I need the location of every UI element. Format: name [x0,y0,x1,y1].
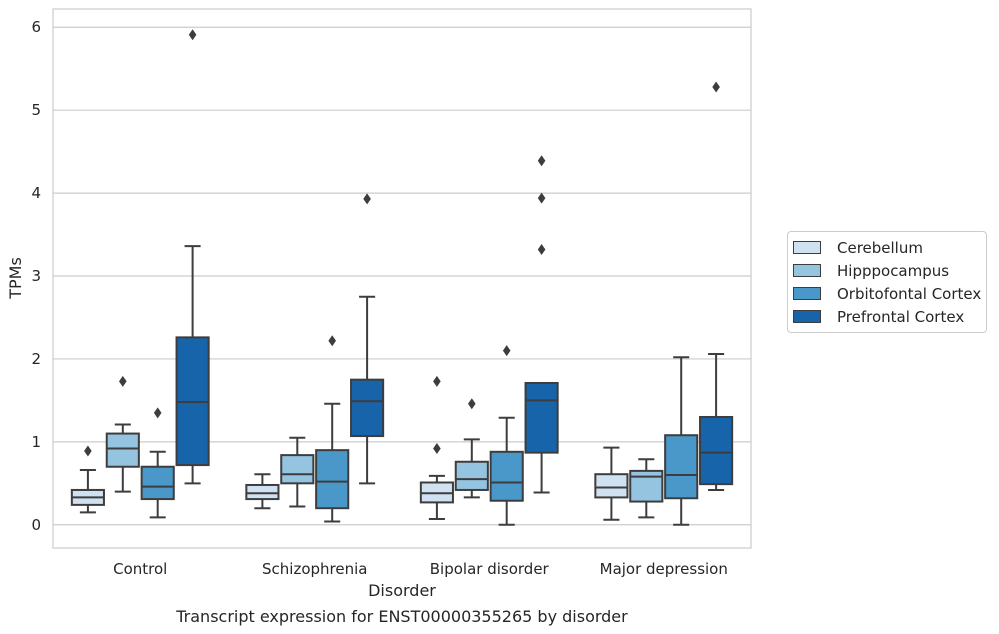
box-body [245,483,280,501]
box-1-1 [280,436,315,508]
legend-label: Prefrontal Cortex [837,307,965,326]
x-axis-label: Disorder [368,581,436,600]
legend-item-cerebellum: Cerebellum [788,236,986,259]
box-3-1 [350,193,385,485]
outlier-point [712,81,720,93]
x-tick-label: Control [113,560,167,578]
legend-swatch-orbitofrontal-cortex [793,287,821,300]
legend-swatch-hippocampus [793,264,821,277]
y-axis-label: TPMs [6,257,25,300]
y-tick-label: 5 [31,101,41,119]
box-3-3 [699,81,734,491]
box-body [629,469,664,503]
x-tick-label: Major depression [600,560,728,578]
box-1-2 [454,398,489,499]
box-1-3 [629,458,664,519]
gridlines [53,26,751,526]
legend-label: Hipppocampus [837,261,950,280]
outlier-point [363,193,371,205]
box-0-2 [419,375,454,520]
box-body [350,378,385,438]
y-tick-label: 4 [31,184,41,202]
legend-label: Orbitofontal Cortex [837,284,982,303]
chart-caption: Transcript expression for ENST0000035526… [175,607,628,626]
x-tick-labels: Control Schizophrenia Bipolar disorder Majo… [113,560,728,578]
outlier-point [433,375,441,387]
x-tick-label: Schizophrenia [262,560,367,578]
plot-area [52,8,752,549]
outlier-point [468,398,476,410]
outlier-point [188,29,197,41]
box-body [699,415,734,486]
legend-item-hippocampus: Hipppocampus [788,259,986,282]
box-body [664,434,699,500]
outlier-point [84,445,92,457]
y-tick-label: 6 [31,18,41,36]
box-2-3 [664,356,699,526]
box-3-0 [175,29,210,485]
y-tick-label: 3 [31,267,41,285]
box-0-1 [245,473,280,510]
outlier-point [153,407,162,419]
box-body [280,454,315,485]
outlier-point [537,155,546,167]
box-body [594,473,629,499]
outlier-point [328,335,336,347]
box-body [489,450,524,502]
legend-swatch-prefrontal-cortex [793,310,821,323]
outlier-point [119,375,127,387]
box-body [524,381,559,454]
box-0-0 [70,445,105,514]
outlier-point [537,243,546,255]
box-body [454,460,489,491]
box-body [315,449,350,510]
legend-item-orbitofrontal-cortex: Orbitofontal Cortex [788,282,986,305]
legend-label: Cerebellum [837,238,923,257]
legend: Cerebellum Hipppocampus Orbitofontal Cor… [787,231,987,333]
boxes [70,29,734,526]
outlier-point [502,345,511,357]
y-tick-label: 2 [31,350,41,368]
y-tick-label: 0 [31,516,41,534]
box-2-2 [489,345,524,526]
x-tick-label: Bipolar disorder [430,560,550,578]
box-2-0 [140,407,175,519]
box-3-2 [524,155,559,494]
box-body [140,465,175,501]
box-1-0 [105,375,140,493]
legend-item-prefrontal-cortex: Prefrontal Cortex [788,305,986,328]
box-0-3 [594,446,629,521]
legend-swatch-cerebellum [793,241,821,254]
y-tick-label: 1 [31,433,41,451]
box-2-1 [315,335,350,523]
outlier-point [537,192,546,204]
box-body [105,432,140,468]
y-tick-labels: 0 1 2 3 4 5 6 [31,18,41,534]
outlier-point [433,442,441,454]
